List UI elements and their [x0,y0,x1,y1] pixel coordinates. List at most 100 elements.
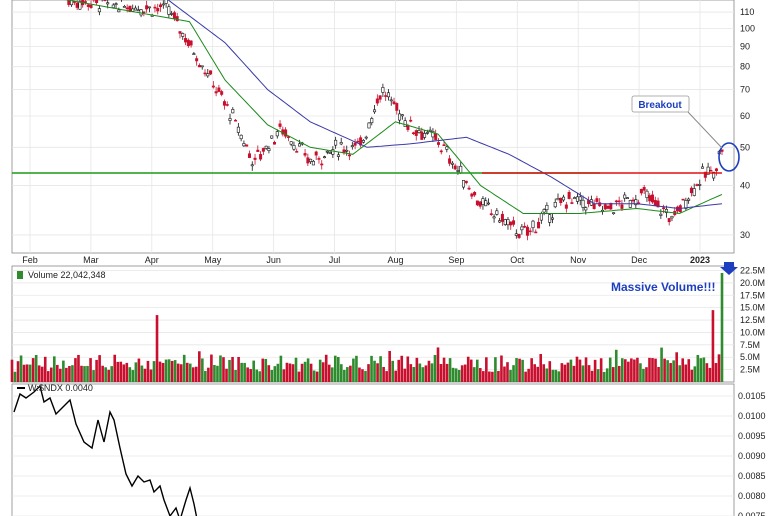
volume-bar [460,365,464,382]
volume-bar [270,369,274,382]
volume-bar [575,356,579,382]
candle-body [106,2,110,5]
volume-bar [37,365,41,382]
candle-body [506,219,510,226]
volume-bar [605,368,609,382]
candle-body [181,33,185,37]
volume-bar [403,368,407,382]
volume-bar [349,365,352,382]
candle-body [420,131,424,140]
candle-body [520,226,524,231]
volume-bar [240,362,243,382]
volume-bar [494,357,497,382]
candle-body [245,144,249,147]
candle-body [562,196,566,201]
volume-bar [267,365,271,382]
volume-bar [10,359,14,382]
candle-body [634,199,638,206]
candle-body [236,126,240,133]
volume-legend-swatch [17,271,23,279]
candle-body [514,233,518,236]
candle-body [275,131,279,137]
volume-bar [669,363,672,382]
volume-bar [624,359,627,382]
candle-body [234,119,238,122]
volume-bar [472,367,476,382]
volume-tick-label: 2.5M [740,365,760,375]
massive-volume-annotation: Massive Volume!!! [611,280,715,294]
volume-bar [315,371,319,382]
volume-bar [645,367,648,382]
volume-bar [122,364,126,382]
volume-bar [340,364,343,382]
candle-body [461,180,465,188]
volume-bar [113,354,117,382]
candle-body [345,149,349,152]
volume-bar [584,357,588,382]
volume-bar [59,368,62,382]
candle-body [539,213,543,221]
volume-bar [684,364,688,382]
candle-body [475,200,479,206]
volume-bar [291,364,295,382]
candle-body [692,188,696,196]
candle-body [267,148,271,151]
volume-bar [330,367,334,382]
candle-body [122,5,126,8]
candle-body [353,142,357,146]
month-tick-label: May [204,255,222,265]
candle-body [623,194,627,199]
candle-body [503,219,507,225]
volume-bar [630,358,633,382]
candle-body [714,168,718,172]
candle-body [439,150,443,153]
candle-body [670,215,674,219]
volume-gridlines [12,270,734,371]
candle-body [134,7,138,11]
candle-body [684,200,688,209]
volume-bar [246,367,249,382]
candle-body [325,150,329,153]
volume-bar [74,358,77,382]
volume-bar [234,369,237,382]
volume-bar [696,355,700,382]
volume-bar [599,358,603,382]
candle-body [136,9,140,12]
month-tick-label: Mar [83,255,99,265]
volume-bar [569,359,573,382]
volume-bar [442,357,446,382]
month-tick-label: Dec [631,255,648,265]
volume-bar [40,366,44,382]
candle-body [534,231,538,234]
candle-body [548,214,552,223]
candle-body [125,7,129,10]
candle-body [95,0,99,4]
volume-bar [228,359,231,382]
volume-bar [107,369,110,382]
sma-long-line [167,0,723,210]
candle-body [242,143,246,147]
candle-body [278,123,282,127]
volume-bar [545,368,549,382]
volume-bar [101,365,104,382]
month-tick-label: Feb [22,255,38,265]
volume-bar [642,368,645,382]
candle-body [370,118,374,124]
breakout-pointer [687,111,723,149]
volume-bar [140,365,144,382]
candle-body [328,152,332,154]
volume-bar [125,362,129,382]
volume-tick-label: 12.5M [740,315,765,325]
volume-bar [424,365,428,382]
sma-short-line [64,0,723,215]
volume-bar [563,364,567,382]
candle-body [542,209,546,213]
volume-bar [207,367,210,382]
volume-bar [182,354,186,382]
volume-bar [478,368,482,382]
volume-bar [400,355,404,382]
ratio-tick-label: 0.0095 [738,431,766,441]
volume-bar [382,366,385,382]
volume-bar [376,363,379,382]
volume-bar [327,364,331,382]
